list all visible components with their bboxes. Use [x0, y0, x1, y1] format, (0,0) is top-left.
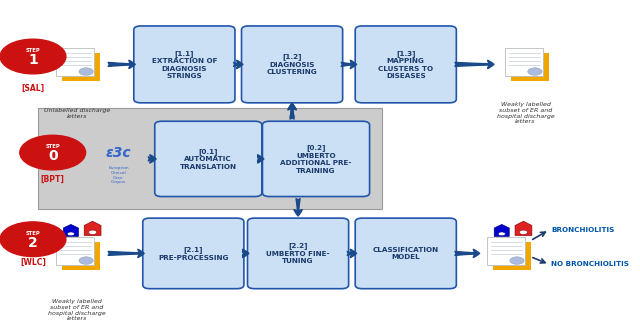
- Polygon shape: [84, 221, 101, 236]
- FancyBboxPatch shape: [493, 242, 531, 270]
- Text: STEP: STEP: [26, 231, 40, 236]
- Text: [0.1]
AUTOMATIC
TRANSLATION: [0.1] AUTOMATIC TRANSLATION: [180, 148, 237, 170]
- Text: BRONCHIOLITIS: BRONCHIOLITIS: [551, 227, 614, 233]
- FancyBboxPatch shape: [248, 218, 349, 289]
- FancyBboxPatch shape: [56, 237, 94, 265]
- Text: NO BRONCHIOLITIS: NO BRONCHIOLITIS: [551, 261, 629, 267]
- FancyBboxPatch shape: [355, 26, 456, 103]
- Circle shape: [20, 135, 86, 170]
- Text: [1.3]
MAPPING
CLUSTERS TO
DISEASES: [1.3] MAPPING CLUSTERS TO DISEASES: [378, 50, 433, 79]
- Text: [1.2]
DIAGNOSIS
CLUSTERING: [1.2] DIAGNOSIS CLUSTERING: [267, 53, 317, 75]
- Circle shape: [79, 68, 93, 75]
- Circle shape: [67, 232, 74, 236]
- FancyBboxPatch shape: [241, 26, 342, 103]
- Text: [0.2]
UMBERTO
ADDITIONAL PRE-
TRAINING: [0.2] UMBERTO ADDITIONAL PRE- TRAINING: [280, 144, 352, 174]
- Text: [1.1]
EXTRACTION OF
DIAGNOSIS
STRINGS: [1.1] EXTRACTION OF DIAGNOSIS STRINGS: [152, 50, 217, 79]
- FancyBboxPatch shape: [355, 218, 456, 289]
- Circle shape: [88, 230, 97, 235]
- FancyBboxPatch shape: [511, 53, 548, 81]
- Text: CLASSIFICATION
MODEL: CLASSIFICATION MODEL: [372, 247, 439, 260]
- Circle shape: [79, 257, 93, 264]
- FancyBboxPatch shape: [134, 26, 235, 103]
- Polygon shape: [494, 225, 509, 237]
- Text: European
Clinical
Case
Corpus: European Clinical Case Corpus: [108, 167, 129, 184]
- Text: [BPT]: [BPT]: [41, 175, 65, 184]
- Circle shape: [0, 222, 66, 257]
- Text: Weakly labelled
subset of ER and
hospital discharge
letters: Weakly labelled subset of ER and hospita…: [48, 299, 106, 321]
- FancyBboxPatch shape: [38, 109, 382, 209]
- Text: 2: 2: [28, 236, 38, 250]
- Text: [WLC]: [WLC]: [20, 258, 46, 267]
- FancyBboxPatch shape: [143, 218, 244, 289]
- FancyBboxPatch shape: [62, 53, 100, 81]
- Circle shape: [498, 232, 506, 236]
- FancyBboxPatch shape: [155, 121, 262, 197]
- Text: [2.2]
UMBERTO FINE-
TUNING: [2.2] UMBERTO FINE- TUNING: [266, 242, 330, 264]
- FancyBboxPatch shape: [262, 121, 369, 197]
- Text: ε3c: ε3c: [106, 145, 131, 160]
- Text: Weakly labelled
subset of ER and
hospital discharge
letters: Weakly labelled subset of ER and hospita…: [497, 102, 554, 124]
- Circle shape: [0, 39, 66, 74]
- FancyBboxPatch shape: [56, 48, 94, 76]
- Text: STEP: STEP: [45, 144, 60, 149]
- Text: 1: 1: [28, 53, 38, 67]
- Text: STEP: STEP: [26, 48, 40, 53]
- Text: [SAL]: [SAL]: [21, 84, 45, 93]
- Circle shape: [528, 68, 542, 75]
- FancyBboxPatch shape: [487, 237, 525, 265]
- Text: 0: 0: [48, 149, 58, 163]
- Circle shape: [519, 230, 527, 235]
- Polygon shape: [515, 221, 532, 236]
- FancyBboxPatch shape: [505, 48, 543, 76]
- Circle shape: [510, 257, 524, 264]
- Text: Unlabelled discharge
letters: Unlabelled discharge letters: [44, 108, 110, 119]
- FancyBboxPatch shape: [62, 242, 100, 270]
- Polygon shape: [63, 225, 78, 237]
- Text: [2.1]
PRE-PROCESSING: [2.1] PRE-PROCESSING: [158, 246, 228, 260]
